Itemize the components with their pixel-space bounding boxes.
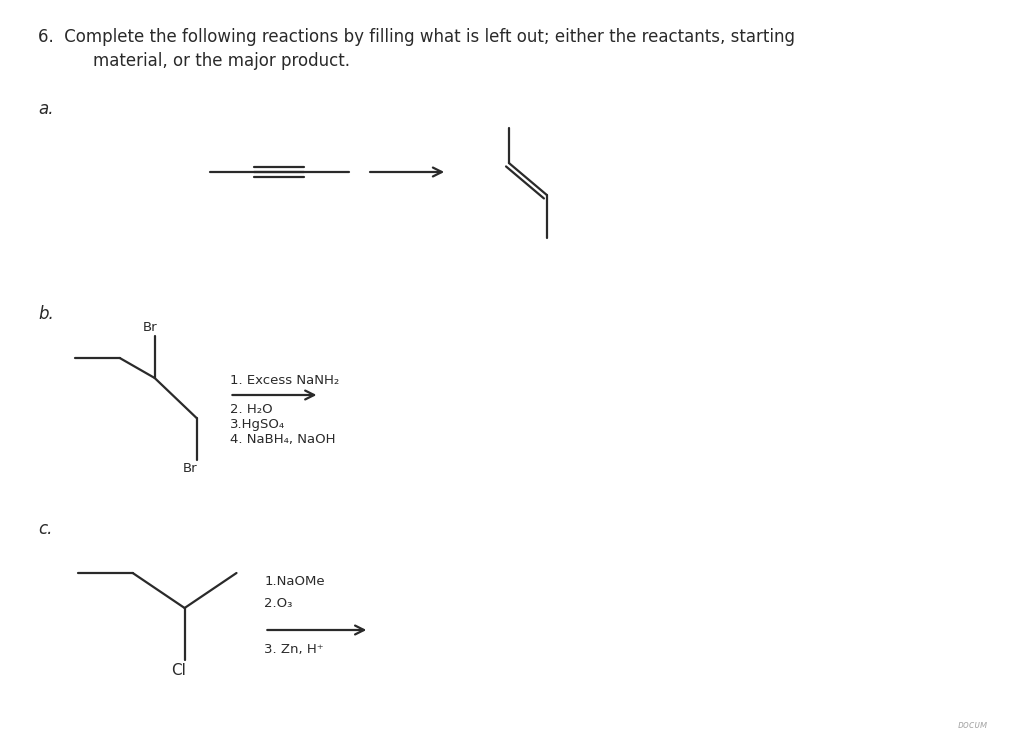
Text: 2.O₃: 2.O₃: [264, 597, 292, 610]
Text: 2. H₂O
3.HgSO₄
4. NaBH₄, NaOH: 2. H₂O 3.HgSO₄ 4. NaBH₄, NaOH: [229, 403, 335, 446]
Text: Br: Br: [143, 321, 157, 334]
Text: ᴅᴏᴄᴜᴍ: ᴅᴏᴄᴜᴍ: [956, 720, 987, 730]
Text: c.: c.: [37, 520, 53, 538]
Text: 3. Zn, H⁺: 3. Zn, H⁺: [264, 643, 324, 656]
Text: material, or the major product.: material, or the major product.: [72, 52, 350, 70]
Text: Cl: Cl: [171, 663, 185, 678]
Text: Br: Br: [182, 462, 197, 475]
Text: 1. Excess NaNH₂: 1. Excess NaNH₂: [229, 374, 339, 387]
Text: a.: a.: [37, 100, 54, 118]
Text: 1.NaOMe: 1.NaOMe: [264, 575, 325, 588]
Text: 6.  Complete the following reactions by filling what is left out; either the rea: 6. Complete the following reactions by f…: [37, 28, 794, 46]
Text: b.: b.: [37, 305, 54, 323]
